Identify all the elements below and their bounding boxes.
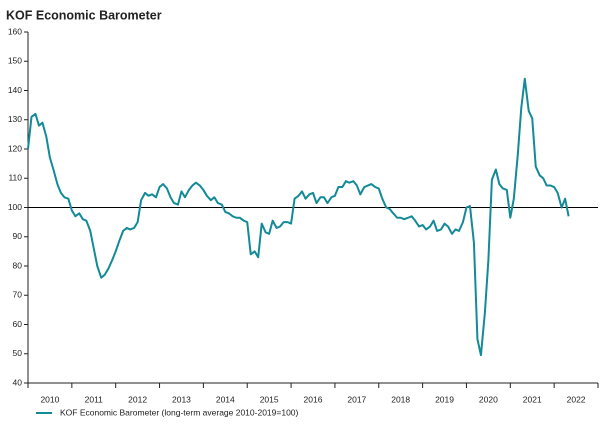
x-tick-label: 2011 (85, 394, 104, 404)
x-tick-label: 2016 (304, 394, 323, 404)
y-tick-label: 70 (13, 290, 23, 300)
y-tick-label: 110 (8, 173, 22, 183)
y-tick-label: 80 (13, 260, 23, 270)
y-tick-label: 90 (13, 231, 23, 241)
x-tick-label: 2020 (479, 394, 498, 404)
x-tick-label: 2013 (172, 394, 191, 404)
y-tick-label: 40 (13, 377, 23, 387)
x-tick-label: 2021 (523, 394, 542, 404)
x-tick-label: 2012 (128, 394, 147, 404)
x-tick-label: 2018 (391, 394, 410, 404)
x-tick-label: 2019 (435, 394, 454, 404)
x-tick-label: 2014 (216, 394, 235, 404)
x-tick-label: 2017 (347, 394, 366, 404)
y-tick-label: 50 (13, 348, 23, 358)
x-tick-label: 2010 (40, 394, 59, 404)
y-tick-label: 60 (13, 319, 23, 329)
y-tick-label: 140 (8, 85, 22, 95)
legend-label: KOF Economic Barometer (long-term averag… (60, 407, 299, 417)
y-tick-label: 120 (8, 143, 22, 153)
y-tick-label: 160 (8, 26, 22, 36)
chart-title: KOF Economic Barometer (6, 8, 162, 22)
y-tick-label: 100 (8, 202, 22, 212)
data-line (27, 77, 570, 357)
x-tick-label: 2015 (260, 394, 279, 404)
y-tick-label: 150 (8, 56, 22, 66)
y-tick-label: 130 (8, 114, 22, 124)
x-tick-label: 2022 (567, 394, 586, 404)
